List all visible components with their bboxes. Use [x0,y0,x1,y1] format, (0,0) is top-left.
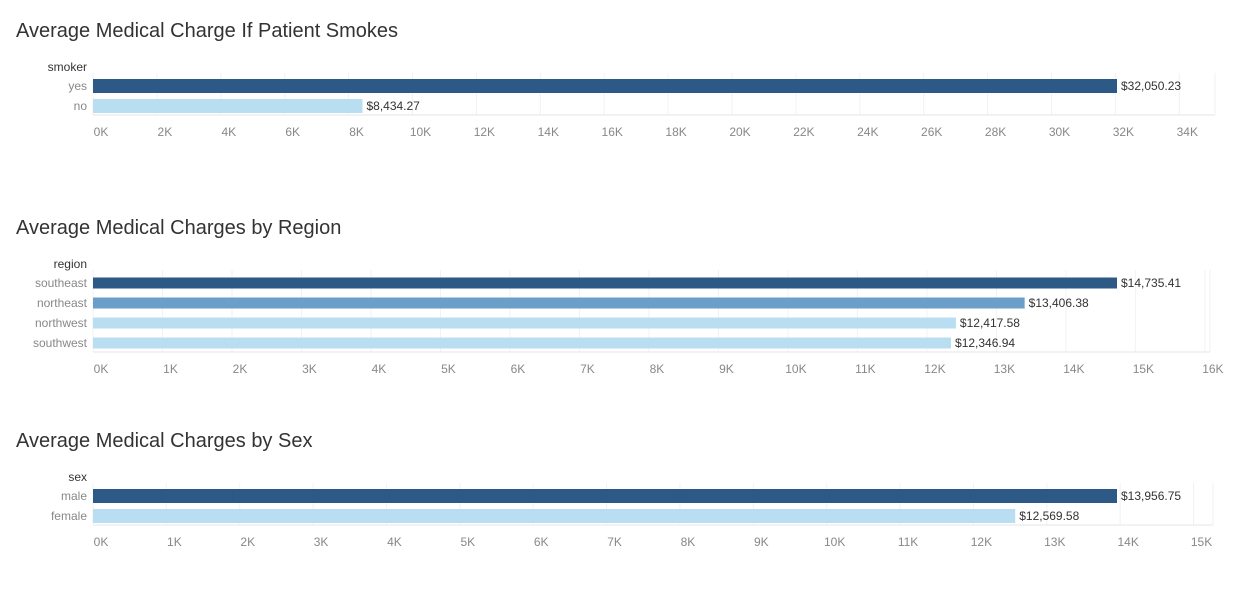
category-label: yes [68,79,87,93]
x-tick-label: 26K [921,125,942,139]
bar [93,509,1016,523]
bar-chart-sex: male $13,956.75 female $12,569.58 0K 1K 2K 3K 4K… [51,483,1214,549]
x-tick-label: 18K [665,125,686,139]
data-label: $12,346.94 [955,336,1015,350]
x-tick-label: 24K [857,125,878,139]
data-label: $13,406.38 [1029,296,1089,310]
category-label: male [61,489,87,503]
x-tick-label: 0K [94,535,109,549]
data-label: $13,956.75 [1121,489,1181,503]
x-tick-label: 14K [1063,362,1084,376]
chart-title: Average Medical Charge If Patient Smokes [16,20,399,42]
data-label: $8,434.27 [366,99,420,113]
data-label: $32,050.23 [1121,79,1181,93]
data-label: $12,417.58 [960,316,1020,330]
category-label: northeast [37,296,88,310]
x-tick-label: 4K [221,125,236,139]
x-tick-label: 8K [681,535,696,549]
chart-panel-smoker: Average Medical Charge If Patient Smokes… [0,20,1253,150]
x-tick-label: 28K [985,125,1006,139]
x-tick-label: 15K [1133,362,1154,376]
x-tick-label: 6K [285,125,300,139]
x-tick-label: 6K [534,535,549,549]
chart-title: Average Medical Charges by Region [16,217,342,239]
x-tick-label: 3K [314,535,329,549]
category-label: northwest [35,316,88,330]
x-tick-label: 10K [410,125,431,139]
x-tick-label: 8K [349,125,364,139]
chart-panel-sex: Average Medical Charges by Sex sex [0,430,1253,560]
x-tick-label: 34K [1177,125,1198,139]
bar [93,337,952,349]
bar [93,277,1117,289]
bar-chart-region: southeast $14,735.41 northeast $13,406.38 no… [33,270,1224,376]
data-label: $14,735.41 [1121,276,1181,290]
x-tick-label: 16K [602,125,623,139]
x-tick-label: 4K [387,535,402,549]
dimension-label: sex [68,470,87,484]
x-tick-label: 4K [372,362,387,376]
dimension-label: smoker [47,60,87,74]
bar [93,317,956,329]
x-tick-label: 9K [719,362,734,376]
x-tick-label: 2K [233,362,248,376]
category-label: female [51,509,87,523]
x-tick-label: 1K [167,535,182,549]
x-tick-label: 13K [994,362,1015,376]
x-tick-label: 5K [441,362,456,376]
dimension-label: region [53,257,87,271]
x-tick-label: 6K [511,362,526,376]
x-tick-label: 11K [855,362,875,376]
x-tick-label: 12K [971,535,992,549]
x-tick-label: 7K [607,535,622,549]
x-tick-label: 2K [240,535,255,549]
bar [93,489,1117,503]
x-tick-label: 2K [158,125,173,139]
data-label: $12,569.58 [1019,509,1079,523]
x-tick-label: 0K [94,125,109,139]
x-tick-label: 20K [729,125,750,139]
x-tick-label: 15K [1191,535,1212,549]
bar [93,79,1117,93]
x-tick-label: 5K [461,535,476,549]
bar-chart-smoker: yes $32,050.23 no $8,434.27 0K 2K 4K 6K 8K 10K 12K… [68,73,1216,139]
x-tick-label: 12K [924,362,945,376]
x-tick-label: 16K [1202,362,1223,376]
x-tick-label: 9K [754,535,769,549]
x-tick-label: 32K [1113,125,1134,139]
x-tick-label: 22K [793,125,814,139]
x-tick-label: 0K [94,362,109,376]
category-label: southwest [33,336,88,350]
x-tick-label: 10K [824,535,845,549]
x-tick-label: 13K [1044,535,1065,549]
x-tick-label: 11K [898,535,918,549]
x-tick-label: 1K [163,362,178,376]
category-label: southeast [35,276,88,290]
x-tick-label: 30K [1049,125,1070,139]
chart-title: Average Medical Charges by Sex [16,430,313,452]
x-tick-label: 14K [538,125,559,139]
bar [93,99,363,113]
x-tick-label: 10K [785,362,806,376]
bar [93,297,1025,309]
x-tick-label: 14K [1117,535,1138,549]
x-tick-label: 7K [580,362,595,376]
x-tick-label: 8K [650,362,665,376]
x-tick-label: 12K [474,125,495,139]
x-tick-label: 3K [302,362,317,376]
category-label: no [74,99,88,113]
chart-panel-region: Average Medical Charges by Region region [0,217,1253,377]
